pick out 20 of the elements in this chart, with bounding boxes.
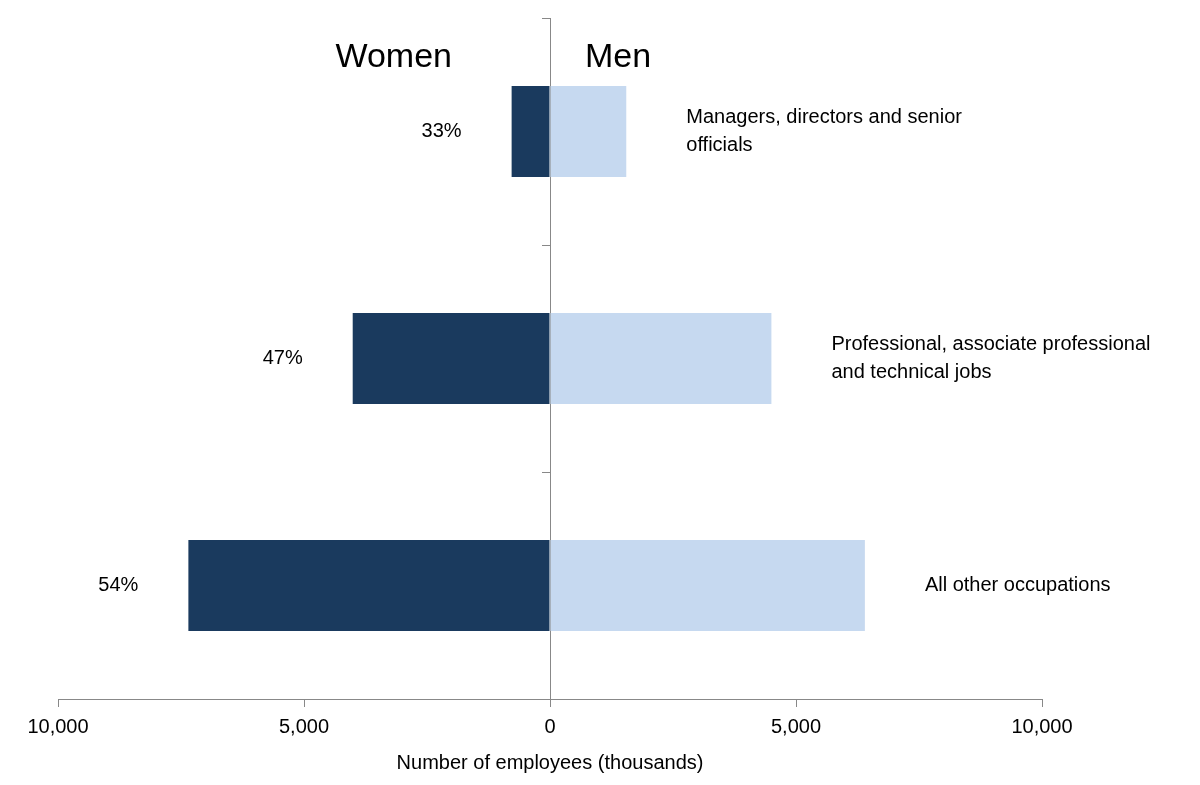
x-tick-label: 5,000 bbox=[278, 714, 330, 737]
annotation: 47% bbox=[262, 346, 303, 369]
series-label: Women bbox=[335, 36, 452, 75]
bar bbox=[188, 540, 550, 631]
y-tick-label: All other occupations bbox=[924, 573, 1111, 596]
x-tick-label: 10,000 bbox=[1011, 714, 1073, 737]
y-tick-label: Professional, associate professional and technical jobs bbox=[831, 332, 1151, 383]
bar bbox=[352, 313, 550, 404]
bar bbox=[550, 540, 865, 631]
x-tick-label: 10,000 bbox=[27, 714, 89, 737]
annotation: 54% bbox=[98, 573, 139, 596]
x-tick-label: 5,000 bbox=[770, 714, 822, 737]
bar bbox=[550, 313, 772, 404]
bar bbox=[511, 86, 550, 177]
annotation: 33% bbox=[421, 119, 462, 142]
x-axis-title: Number of employees (thousands) bbox=[396, 750, 704, 773]
y-tick-label: Managers, directors and senior officials bbox=[686, 105, 963, 156]
series-label: Men bbox=[585, 36, 652, 75]
x-tick-label: 0 bbox=[544, 714, 556, 737]
bar bbox=[550, 86, 627, 177]
